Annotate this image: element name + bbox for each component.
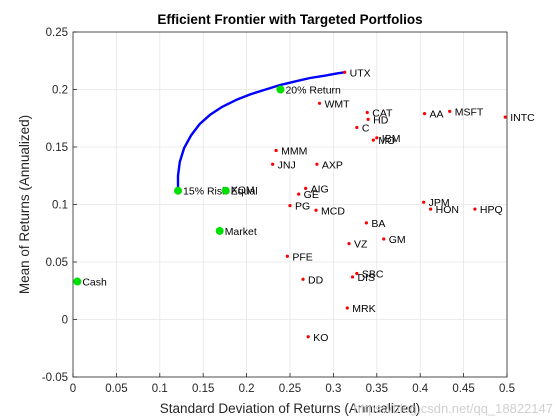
x-tick-label: 0.15: [192, 383, 214, 395]
asset-label: JPM: [429, 197, 450, 209]
asset-label: MRK: [352, 303, 375, 315]
asset-label: GE: [304, 189, 319, 201]
asset-label: MMM: [281, 145, 307, 157]
y-tick-label: 0: [62, 315, 68, 327]
portfolio-point: [174, 186, 183, 195]
asset-label: HON: [436, 204, 459, 216]
y-tick-label: 0.05: [46, 257, 68, 269]
x-tick-label: 0.2: [239, 383, 255, 395]
x-tick-label: 0.4: [412, 383, 429, 395]
asset-label: GM: [389, 234, 406, 246]
asset-point: [343, 70, 347, 74]
portfolio-point: [221, 186, 230, 195]
asset-point: [429, 207, 433, 211]
chart-title: Efficient Frontier with Targeted Portfol…: [157, 12, 422, 27]
asset-label: MSFT: [455, 106, 484, 118]
x-axis-label: Standard Deviation of Returns (Annualize…: [160, 401, 420, 416]
asset-label: CAT: [372, 108, 393, 120]
asset-point: [274, 148, 278, 153]
x-tick-label: 0.25: [279, 383, 301, 395]
asset-label: AXP: [322, 159, 343, 171]
portfolio-point: [215, 226, 224, 235]
asset-label: MO: [378, 135, 395, 147]
x-tick-label: 0.05: [105, 383, 127, 395]
asset-point: [315, 162, 319, 166]
y-tick-label: 0.2: [52, 85, 68, 97]
asset-label: HD: [373, 114, 389, 126]
asset-point: [297, 192, 301, 196]
x-tick-label: 0.45: [452, 383, 474, 395]
asset-point: [355, 125, 359, 130]
asset-point: [301, 277, 305, 281]
asset-label: WMT: [325, 98, 351, 110]
asset-label: VZ: [354, 239, 368, 251]
asset-point: [314, 208, 318, 212]
portfolio-label: 20% Return: [285, 85, 341, 97]
asset-label: AIG: [311, 183, 329, 195]
asset-point: [345, 306, 349, 310]
x-axis-ticks: 0 0.05 0.1 0.15 0.2 0.25 0.3 0.35 0.4 0.45 0.5: [70, 373, 515, 395]
efficient-frontier-line: [176, 71, 346, 192]
x-tick-label: 0.1: [152, 383, 168, 395]
y-axis-label: Mean of Returns (Annualized): [17, 115, 32, 294]
asset-point: [365, 110, 369, 115]
frontier-series: [176, 71, 346, 192]
asset-label: KO: [313, 332, 328, 344]
asset-point: [473, 207, 477, 211]
asset-point: [288, 204, 292, 208]
asset-point: [285, 254, 289, 258]
y-tick-label: 0.15: [46, 142, 68, 154]
asset-label: DD: [308, 274, 324, 286]
asset-label: BA: [371, 218, 385, 230]
asset-point: [371, 138, 375, 142]
asset-point: [422, 112, 427, 116]
asset-label: PG: [295, 201, 310, 213]
asset-point: [271, 162, 275, 166]
asset-point: [422, 200, 426, 204]
asset-label: SBC: [362, 269, 384, 281]
asset-label: AA: [430, 109, 444, 121]
watermark-text: https://blog.csdn.net/qq_18822147: [354, 401, 554, 416]
asset-point: [503, 115, 507, 119]
portfolio-label: Equal: [231, 186, 258, 198]
asset-point: [350, 275, 355, 279]
portfolio-label: Cash: [82, 277, 107, 289]
y-tick-label: 0.25: [46, 27, 68, 39]
x-tick-label: 0: [70, 383, 76, 395]
x-tick-label: 0.35: [366, 383, 388, 395]
asset-point: [317, 101, 322, 105]
y-tick-label: 0.1: [52, 200, 68, 212]
asset-label: HPQ: [480, 204, 503, 216]
asset-label: UTX: [350, 67, 371, 79]
asset-label: DIS: [357, 272, 375, 284]
portfolio-point: [73, 277, 82, 286]
portfolio-label: Market: [225, 226, 257, 238]
x-tick-label: 0.3: [325, 383, 341, 395]
y-axis-ticks: -0.05 0 0.05 0.1 0.15 0.2 0.25: [42, 27, 77, 384]
asset-point: [355, 271, 359, 276]
asset-point: [375, 136, 379, 140]
asset-label: MCD: [321, 205, 345, 217]
asset-point: [306, 335, 310, 339]
asset-label: IBM: [382, 133, 401, 145]
asset-point: [382, 237, 386, 241]
asset-point: [347, 242, 351, 246]
asset-point: [304, 186, 308, 190]
asset-point: [364, 221, 368, 225]
asset-label: PFE: [292, 251, 312, 263]
y-tick-label: -0.05: [42, 372, 68, 384]
asset-label: JNJ: [278, 159, 296, 171]
asset-point: [366, 117, 370, 121]
x-tick-label: 0.5: [499, 383, 515, 395]
asset-label: C: [362, 122, 370, 134]
asset-point: [448, 109, 452, 113]
asset-label: INTC: [510, 112, 535, 124]
portfolio-points: Cash Market 15% Risk Equal 20% Return: [73, 85, 341, 289]
asset-label: XOM: [231, 185, 255, 197]
portfolio-point: [276, 85, 285, 94]
portfolio-label: 15% Risk: [183, 186, 228, 198]
